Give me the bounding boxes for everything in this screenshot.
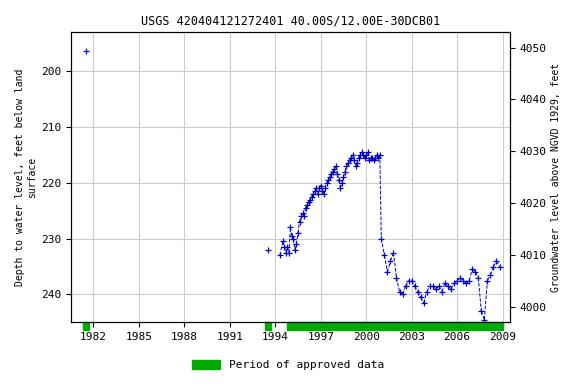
Y-axis label: Depth to water level, feet below land
surface: Depth to water level, feet below land su… xyxy=(15,68,37,286)
Bar xyxy=(83,323,89,329)
Bar xyxy=(287,323,502,329)
Legend: Period of approved data: Period of approved data xyxy=(188,356,388,375)
Y-axis label: Groundwater level above NGVD 1929, feet: Groundwater level above NGVD 1929, feet xyxy=(551,63,561,292)
Bar xyxy=(264,323,271,329)
Title: USGS 420404121272401 40.00S/12.00E-30DCB01: USGS 420404121272401 40.00S/12.00E-30DCB… xyxy=(141,15,440,28)
